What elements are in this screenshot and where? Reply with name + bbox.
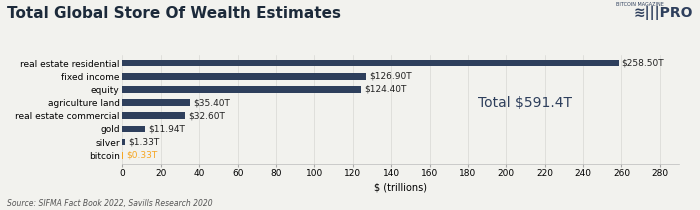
Text: $32.60T: $32.60T xyxy=(188,111,225,120)
Text: $35.40T: $35.40T xyxy=(193,98,230,107)
Text: $258.50T: $258.50T xyxy=(622,59,664,68)
Text: Total Global Store Of Wealth Estimates: Total Global Store Of Wealth Estimates xyxy=(7,6,341,21)
Bar xyxy=(122,113,185,119)
Text: $0.33T: $0.33T xyxy=(126,151,158,160)
Bar xyxy=(122,86,361,93)
Text: BITCOIN MAGAZINE: BITCOIN MAGAZINE xyxy=(616,2,664,7)
Text: $1.33T: $1.33T xyxy=(128,138,159,147)
Bar xyxy=(122,126,146,132)
Text: Total $591.4T: Total $591.4T xyxy=(479,96,573,110)
Text: Source: SIFMA Fact Book 2022, Savills Research 2020: Source: SIFMA Fact Book 2022, Savills Re… xyxy=(7,199,213,208)
Text: $126.90T: $126.90T xyxy=(369,72,412,81)
Bar xyxy=(122,60,619,66)
Bar xyxy=(122,139,125,145)
Text: $11.94T: $11.94T xyxy=(148,125,186,133)
Text: ≋|||PRO: ≋|||PRO xyxy=(634,6,693,20)
Bar xyxy=(122,73,366,80)
X-axis label: $ (trillions): $ (trillions) xyxy=(374,182,427,193)
Bar xyxy=(122,99,190,106)
Text: $124.40T: $124.40T xyxy=(364,85,407,94)
